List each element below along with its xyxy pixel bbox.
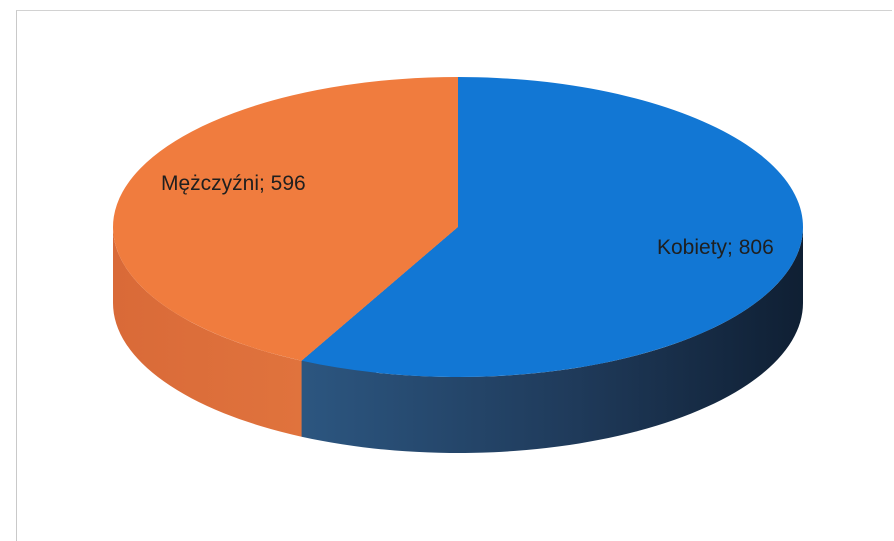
pie-slice-mezczyzni	[113, 77, 459, 361]
pie-slice-mezczyzni-side	[113, 227, 302, 437]
pie-slice-kobiety	[301, 77, 804, 378]
pie-slice-kobiety-side	[301, 227, 803, 453]
slice-label-mezczyzni: Mężczyźni; 596	[161, 172, 306, 195]
slice-label-kobiety: Kobiety; 806	[657, 236, 774, 259]
